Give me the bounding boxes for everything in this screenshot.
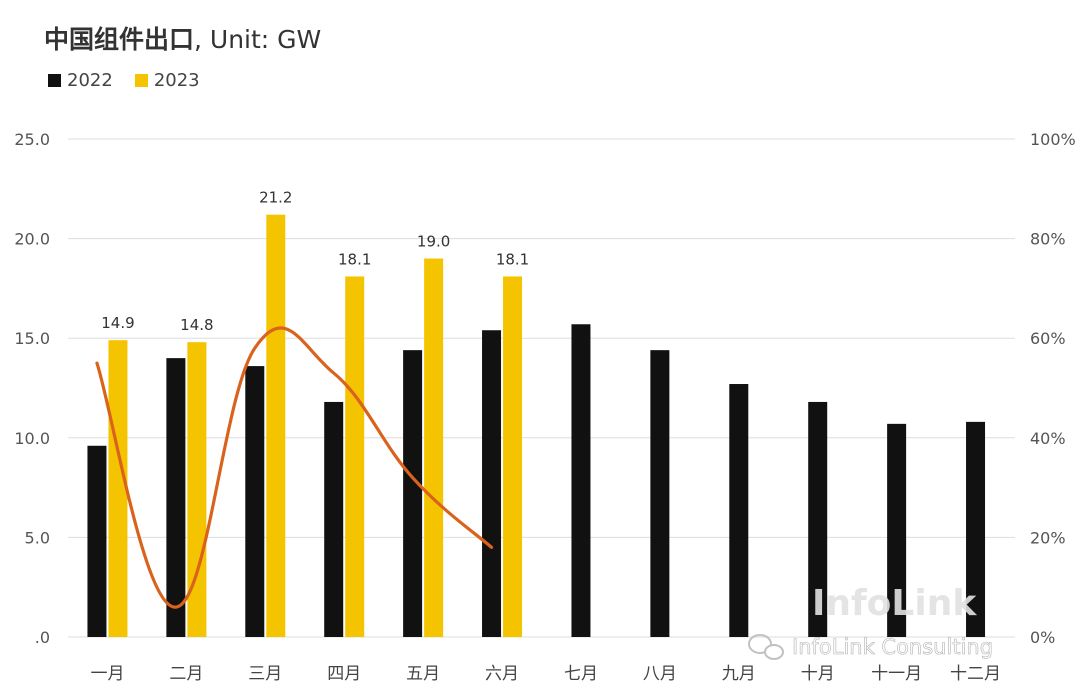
x-tick-label: 四月: [327, 664, 361, 684]
x-tick-label: 九月: [722, 664, 756, 684]
legend-swatch-2023: [134, 74, 148, 87]
bar-2022: [887, 423, 907, 637]
x-tick-label: 七月: [564, 664, 598, 684]
legend-swatch-2022: [48, 74, 61, 87]
bar-2022: [324, 401, 344, 637]
x-tick-label: 二月: [169, 664, 203, 684]
x-tick-label: 六月: [485, 664, 519, 684]
data-label-2023: 14.9: [101, 314, 134, 332]
bars: [87, 214, 986, 638]
bar-2023: [503, 276, 523, 637]
bar-2022: [166, 358, 186, 637]
bar-2022: [808, 401, 828, 637]
data-label-2023: 19.0: [417, 233, 450, 251]
data-label-2023: 18.1: [496, 250, 529, 268]
bar-2022: [650, 350, 670, 637]
y2-tick-label: 40%: [1030, 429, 1066, 448]
x-tick-label: 十月: [801, 664, 835, 684]
data-label-2023: 18.1: [338, 250, 371, 268]
legend-item-2022: 2022: [48, 70, 113, 91]
legend-label-2022: 2022: [67, 70, 113, 91]
wechat-icon: [748, 634, 784, 660]
y-tick-label: .0: [35, 628, 50, 647]
data-label-2023: 14.8: [180, 316, 213, 334]
bar-2022: [571, 324, 591, 637]
chart-title-unit: , Unit: GW: [194, 25, 322, 54]
y-tick-label: 10.0: [14, 429, 50, 448]
y-tick-label: 5.0: [25, 528, 50, 547]
bar-2023: [108, 340, 128, 637]
bar-2022: [245, 366, 265, 637]
bar-2023: [266, 214, 286, 638]
y2-tick-label: 80%: [1030, 230, 1066, 249]
data-label-2023: 21.2: [259, 189, 292, 207]
watermark-text: InfoLink Consulting: [792, 635, 993, 659]
y2-tick-label: 0%: [1030, 628, 1055, 647]
chart-title-main: 中国组件出口: [44, 25, 195, 54]
ratio-line: [95, 326, 494, 609]
x-tick-label: 八月: [643, 664, 677, 684]
bar-2022: [966, 421, 986, 637]
bar-2022: [403, 350, 423, 637]
bar-2022: [87, 445, 107, 637]
legend: 2022 2023: [48, 70, 200, 91]
bar-2023: [187, 342, 207, 637]
bar-2022: [729, 384, 749, 637]
legend-label-2023: 2023: [153, 70, 200, 91]
watermark-logo: InfoLink: [812, 583, 977, 624]
ratio-line-path: [95, 326, 494, 609]
axes: .0 5.0 10.0 15.0 20.0 25.0 0% 20% 40% 60% 80% 100% 一…: [14, 130, 1075, 684]
gridlines: [68, 138, 1015, 638]
bar-2022: [482, 330, 502, 637]
y-tick-label: 15.0: [14, 329, 50, 348]
x-tick-label: 三月: [248, 664, 282, 684]
y-tick-label: 25.0: [14, 130, 50, 149]
x-tick-label: 五月: [406, 664, 440, 684]
y-tick-label: 20.0: [14, 230, 50, 249]
x-tick-label: 十一月: [871, 664, 922, 684]
legend-item-2023: 2023: [134, 70, 200, 91]
y2-tick-label: 100%: [1030, 130, 1076, 149]
y2-tick-label: 60%: [1030, 329, 1066, 348]
y2-tick-label: 20%: [1030, 528, 1066, 547]
data-labels: 14.9 14.8 21.2 18.1 19.0 18.1: [101, 189, 529, 334]
x-tick-label: 十二月: [950, 664, 1001, 684]
watermark: InfoLink InfoLink Consulting: [748, 583, 993, 660]
chart-title: 中国组件出口, Unit: GW: [44, 20, 321, 56]
bar-2023: [424, 258, 444, 637]
bar-2023: [345, 276, 365, 637]
x-tick-label: 一月: [90, 664, 124, 684]
